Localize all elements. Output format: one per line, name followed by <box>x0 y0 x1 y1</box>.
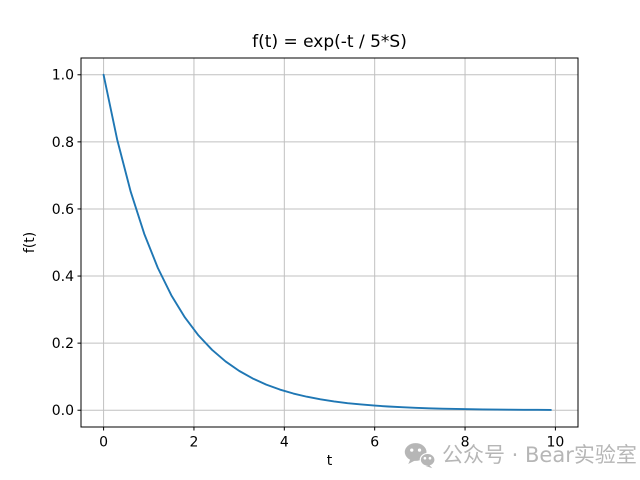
chart-title: f(t) = exp(-t / 5*S) <box>252 32 407 52</box>
y-tick-label: 0.0 <box>52 403 74 419</box>
watermark: 公众号 · Bear实验室 <box>404 441 637 469</box>
series-line <box>102 73 552 411</box>
y-axis-label: f(t) <box>22 232 38 253</box>
y-axis-ticks: 0.0 0.2 0.4 0.6 0.8 1.0 <box>52 68 81 419</box>
y-tick-label: 0.8 <box>52 135 74 151</box>
watermark-text: 公众号 · Bear实验室 <box>442 443 637 467</box>
plot-frame <box>80 57 579 428</box>
x-tick-label: 0 <box>99 435 108 451</box>
x-tick-label: 8 <box>461 435 470 451</box>
x-tick-label: 2 <box>189 435 198 451</box>
x-axis-ticks: 0 2 4 6 8 10 <box>99 427 564 451</box>
grid-lines <box>81 58 578 427</box>
y-tick-label: 0.2 <box>52 336 74 352</box>
x-tick-label: 4 <box>280 435 289 451</box>
x-tick-label: 10 <box>546 435 564 451</box>
y-tick-label: 0.4 <box>52 269 74 285</box>
x-tick-label: 6 <box>370 435 379 451</box>
x-axis-label: t <box>327 453 333 469</box>
wechat-icon <box>404 442 435 468</box>
y-tick-label: 1.0 <box>52 68 74 84</box>
y-tick-label: 0.6 <box>52 202 74 218</box>
